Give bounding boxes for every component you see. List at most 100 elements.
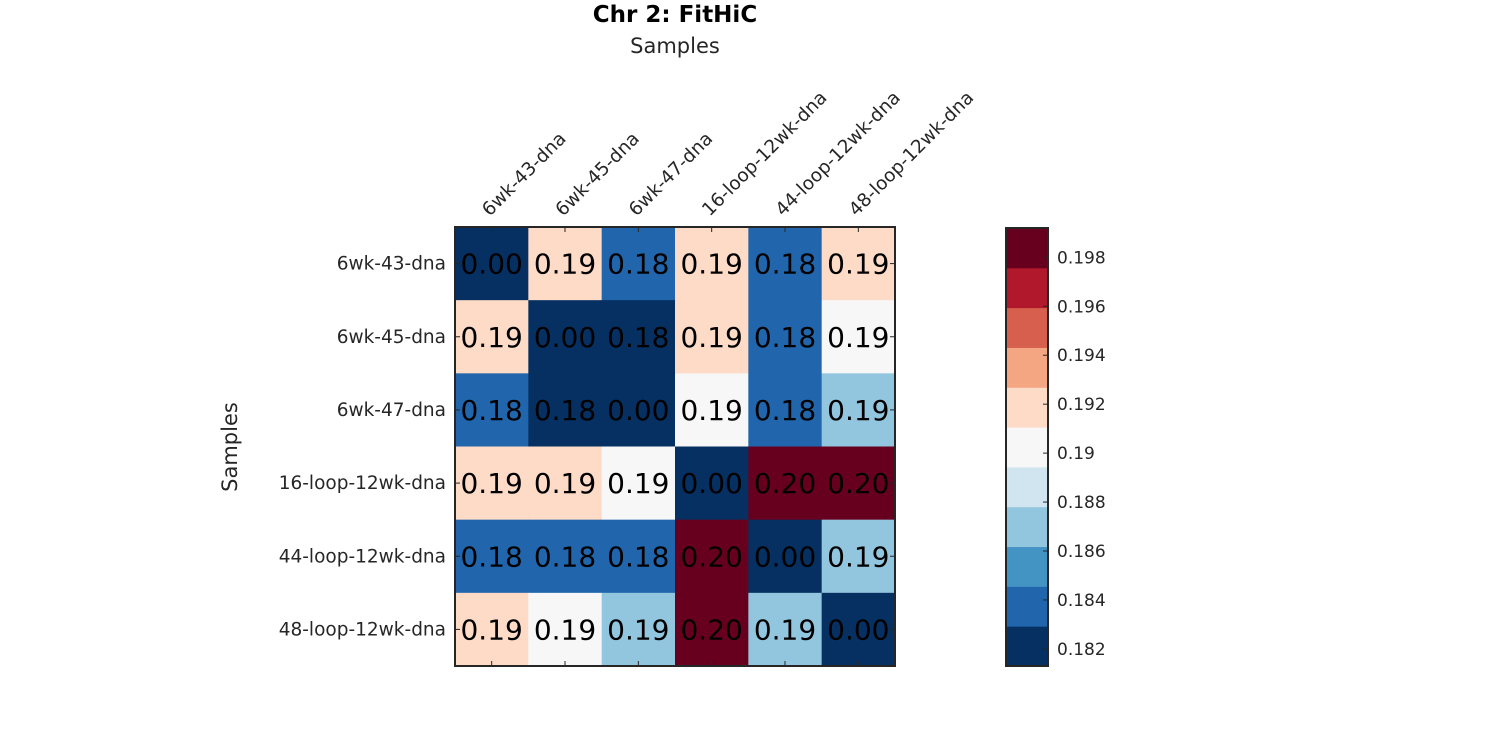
y-axis-ticks: 6wk-43-dna 6wk-45-dna 6wk-47-dna 16-loop-12…: [279, 254, 895, 640]
cell-value-label-5-0: 0.19: [460, 613, 522, 646]
cell-value-label-1-0: 0.19: [460, 321, 522, 354]
y-tick-label-2: 6wk-47-dna: [337, 400, 446, 421]
heatmap-cell-2-3: [675, 373, 749, 447]
heatmap-cell-2-0: [455, 373, 529, 447]
cell-value-label-4-4: 0.00: [754, 540, 816, 573]
colorbar-tick-label-0: 0.182: [1057, 640, 1106, 660]
cell-value-label-0-3: 0.19: [680, 248, 742, 281]
heatmap-cell-1-1: [528, 300, 603, 374]
cell-value-label-5-1: 0.19: [534, 613, 596, 646]
colorbar: 0.182 0.184 0.186 0.188 0.19 0.192 0.194 0.196 0…: [1005, 227, 1106, 667]
cell-value-label-3-2: 0.19: [607, 467, 669, 500]
colorbar-segment-3: [1006, 506, 1048, 548]
heatmap-cell-4-3: [675, 519, 749, 594]
heatmap-cell-3-1: [528, 446, 603, 521]
colorbar-segment-5: [1006, 427, 1048, 468]
x-axis-title: Samples: [630, 34, 720, 58]
cell-value-label-1-3: 0.19: [680, 321, 742, 354]
heatmap-cell-2-4: [748, 373, 823, 447]
colorbar-tick-label-3: 0.188: [1057, 493, 1106, 513]
cell-value-label-5-4: 0.19: [754, 613, 816, 646]
heatmap-cell-labels: 0.00 0.19 0.18 0.19 0.18 0.19 0.19 0.00 0.18 0.19…: [460, 248, 889, 647]
heatmap-cell-5-1: [528, 592, 603, 667]
heatmap-cell-4-4: [748, 519, 823, 594]
heatmap-cell-2-5: [821, 373, 896, 447]
heatmap-cell-4-5: [821, 519, 896, 594]
y-tick-label-3: 16-loop-12wk-dna: [279, 473, 446, 494]
colorbar-segment-0: [1006, 626, 1048, 667]
cell-value-label-5-5: 0.00: [827, 613, 889, 646]
x-tick-label-3: 16-loop-12wk-dna: [698, 87, 831, 220]
y-tick-label-1: 6wk-45-dna: [337, 327, 446, 348]
heatmap-cell-5-2: [601, 592, 676, 667]
x-tick-label-4: 44-loop-12wk-dna: [772, 87, 905, 220]
heatmap-cell-3-4: [748, 446, 823, 521]
cell-value-label-0-0: 0.00: [460, 248, 522, 281]
heatmap-cell-1-0: [455, 300, 529, 374]
cell-value-label-0-1: 0.19: [534, 248, 596, 281]
colorbar-segment-4: [1006, 466, 1048, 508]
colorbar-frame: [1005, 227, 1049, 667]
cell-value-label-2-2: 0.00: [607, 394, 669, 427]
heatmap-cell-0-5: [821, 227, 896, 301]
heatmap-cell-5-0: [455, 592, 529, 667]
colorbar-tick-label-4: 0.19: [1057, 444, 1095, 464]
cell-value-label-3-4: 0.20: [754, 467, 816, 500]
cell-value-label-4-5: 0.19: [827, 540, 889, 573]
cell-value-label-2-0: 0.18: [460, 394, 522, 427]
colorbar-tick-label-6: 0.194: [1057, 346, 1106, 366]
heatmap-cell-3-5: [821, 446, 896, 521]
heatmap-cell-4-2: [601, 519, 676, 594]
cell-value-label-4-1: 0.18: [534, 540, 596, 573]
x-tick-label-5: 48-loop-12wk-dna: [845, 87, 978, 220]
heatmap-cell-3-0: [455, 446, 529, 521]
heatmap-cell-1-3: [675, 300, 749, 374]
cell-value-label-4-0: 0.18: [460, 540, 522, 573]
cell-value-label-1-1: 0.00: [534, 321, 596, 354]
heatmap-cell-1-5: [821, 300, 896, 374]
heatmap-cell-5-3: [675, 592, 749, 667]
cell-value-label-5-3: 0.20: [680, 613, 742, 646]
y-tick-label-4: 44-loop-12wk-dna: [279, 546, 446, 567]
heatmap-cell-2-1: [528, 373, 603, 447]
heatmap-cell-0-4: [748, 227, 823, 301]
colorbar-segment-7: [1006, 347, 1048, 388]
heatmap-cell-0-3: [675, 227, 749, 301]
heatmap-cell-5-5: [821, 592, 896, 667]
heatmap-cell-4-1: [528, 519, 603, 594]
colorbar-tick-label-7: 0.196: [1057, 297, 1106, 317]
colorbar-tick-label-2: 0.186: [1057, 542, 1106, 562]
heatmap-frame: [454, 226, 896, 667]
cell-value-label-2-5: 0.19: [827, 394, 889, 427]
cell-value-label-1-5: 0.19: [827, 321, 889, 354]
cell-value-label-4-3: 0.20: [680, 540, 742, 573]
chart-title: Chr 2: FitHiC: [593, 2, 757, 28]
colorbar-segment-10: [1006, 228, 1048, 269]
heatmap-cell-4-0: [455, 519, 529, 594]
cell-value-label-1-4: 0.18: [754, 321, 816, 354]
heatmap-cell-3-3: [675, 446, 749, 521]
y-axis-title: Samples: [218, 402, 242, 492]
heatmap-cell-0-0: [455, 227, 529, 301]
cell-value-label-3-1: 0.19: [534, 467, 596, 500]
heatmap-cell-0-2: [601, 227, 676, 301]
colorbar-segment-9: [1006, 267, 1048, 309]
heatmap-cell-3-2: [601, 446, 676, 521]
colorbar-segment-2: [1006, 546, 1048, 587]
heatmap-cell-1-4: [748, 300, 823, 374]
cell-value-label-0-2: 0.18: [607, 248, 669, 281]
heatmap-cell-2-2: [601, 373, 676, 447]
cell-value-label-3-3: 0.00: [680, 467, 742, 500]
cell-value-label-2-3: 0.19: [680, 394, 742, 427]
cell-value-label-2-1: 0.18: [534, 394, 596, 427]
cell-value-label-3-5: 0.20: [827, 467, 889, 500]
colorbar-segment-1: [1006, 586, 1048, 627]
colorbar-tick-label-1: 0.184: [1057, 591, 1106, 611]
colorbar-segment-8: [1006, 307, 1048, 348]
heatmap-cells: [455, 227, 896, 667]
cell-value-label-1-2: 0.18: [607, 321, 669, 354]
cell-value-label-2-4: 0.18: [754, 394, 816, 427]
heatmap-cell-5-4: [748, 592, 823, 667]
colorbar-tick-label-8: 0.198: [1057, 248, 1106, 268]
